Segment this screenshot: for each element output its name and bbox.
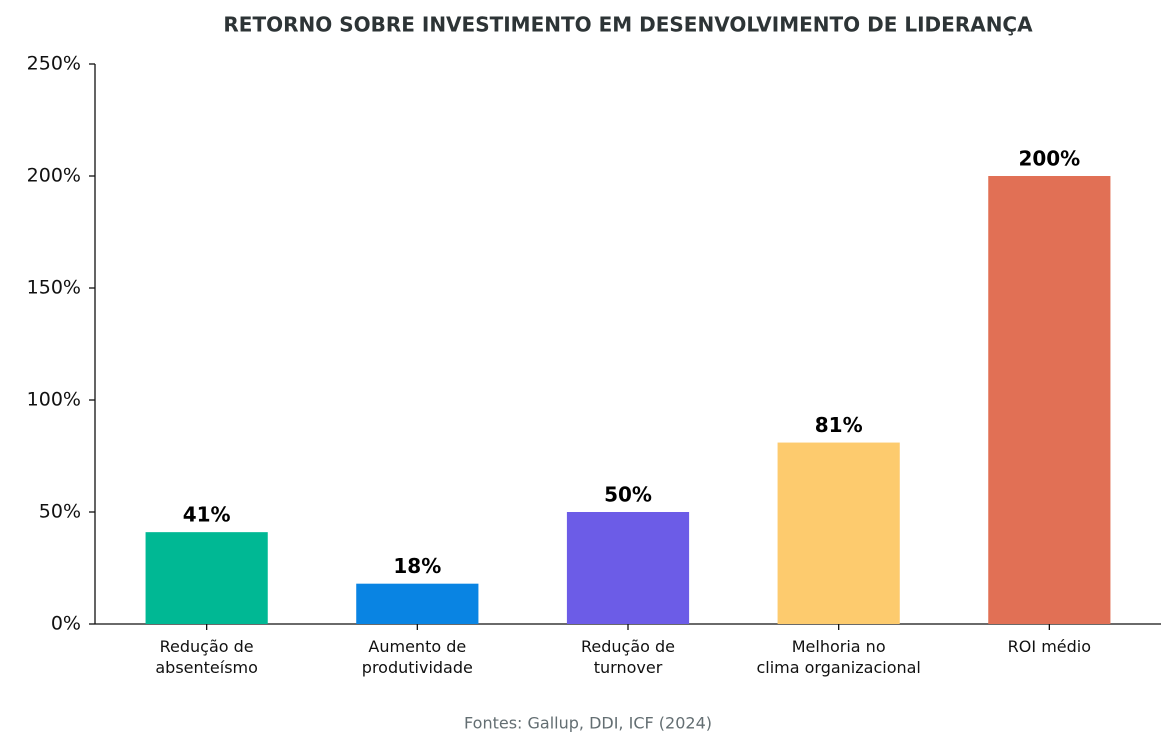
y-tick-label: 0% [51,613,81,635]
bar [356,583,479,624]
x-tick-label: ROI médio [1007,637,1092,656]
source-note: Fontes: Gallup, DDI, ICF (2024) [464,714,712,733]
y-tick-label: 100% [27,389,81,411]
bar [777,442,900,624]
value-label: 18% [393,554,441,578]
x-tick-label: Melhoria no clima organizacional [756,637,921,677]
value-label: 200% [1018,147,1080,171]
chart-title: RETORNO SOBRE INVESTIMENTO EM DESENVOLVI… [223,13,1033,37]
x-tick-label: Redução de turnover [580,637,675,677]
y-tick-label: 200% [27,165,81,187]
value-label: 50% [604,483,652,507]
x-tick-label: Aumento de produtividade [361,637,473,677]
y-tick-label: 50% [39,501,81,523]
x-tick-label: Redução de absenteísmo [155,637,258,677]
bar [566,512,690,624]
y-tick-label: 150% [27,277,81,299]
bar [145,532,268,624]
y-tick-label: 250% [27,53,81,75]
value-label: 81% [815,413,863,437]
value-label: 41% [183,503,231,527]
bar [988,176,1111,624]
